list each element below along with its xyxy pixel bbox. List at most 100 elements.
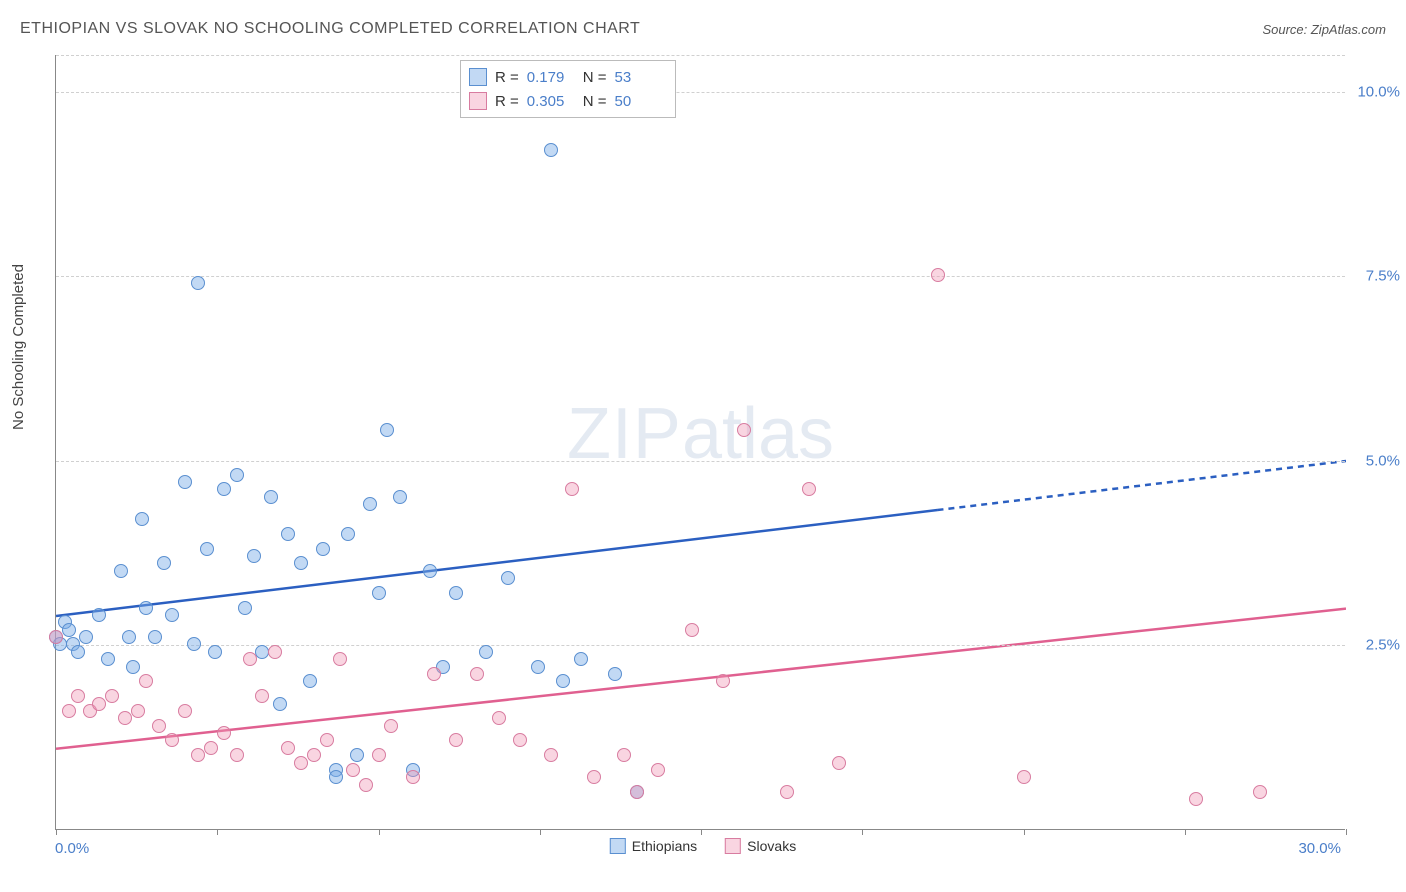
y-tick-label: 7.5%	[1350, 268, 1400, 285]
data-point-ethiopians	[303, 674, 317, 688]
x-axis-max-label: 30.0%	[1298, 840, 1341, 857]
data-point-slovaks	[243, 652, 257, 666]
data-point-slovaks	[617, 748, 631, 762]
x-tick	[862, 829, 863, 835]
data-point-slovaks	[685, 623, 699, 637]
plot-area: ZIPatlas 2.5%5.0%7.5%10.0%	[55, 55, 1345, 830]
gridline	[56, 55, 1345, 56]
x-tick	[379, 829, 380, 835]
x-tick	[56, 829, 57, 835]
swatch-ethiopians	[610, 838, 626, 854]
x-tick	[1024, 829, 1025, 835]
x-tick	[1346, 829, 1347, 835]
data-point-ethiopians	[191, 276, 205, 290]
data-point-slovaks	[105, 689, 119, 703]
y-tick-label: 5.0%	[1350, 452, 1400, 469]
data-point-slovaks	[587, 770, 601, 784]
data-point-ethiopians	[187, 637, 201, 651]
data-point-ethiopians	[114, 564, 128, 578]
data-point-ethiopians	[217, 482, 231, 496]
data-point-slovaks	[470, 667, 484, 681]
data-point-ethiopians	[208, 645, 222, 659]
data-point-slovaks	[427, 667, 441, 681]
stats-N-value: 50	[615, 93, 663, 110]
data-point-ethiopians	[200, 542, 214, 556]
data-point-ethiopians	[62, 623, 76, 637]
data-point-ethiopians	[255, 645, 269, 659]
data-point-slovaks	[281, 741, 295, 755]
data-point-ethiopians	[122, 630, 136, 644]
data-point-slovaks	[1253, 785, 1267, 799]
data-point-slovaks	[1017, 770, 1031, 784]
gridline	[56, 461, 1345, 462]
data-point-slovaks	[737, 423, 751, 437]
trend-line-ethiopians	[56, 510, 938, 616]
stats-R-label: R =	[495, 69, 519, 86]
data-point-ethiopians	[264, 490, 278, 504]
data-point-ethiopians	[92, 608, 106, 622]
legend-label-slovaks: Slovaks	[747, 838, 796, 854]
x-tick	[1185, 829, 1186, 835]
data-point-slovaks	[716, 674, 730, 688]
data-point-slovaks	[178, 704, 192, 718]
gridline	[56, 92, 1345, 93]
stats-row-ethiopians: R =0.179N =53	[461, 65, 675, 89]
source-attribution: Source: ZipAtlas.com	[1262, 22, 1386, 37]
data-point-ethiopians	[165, 608, 179, 622]
data-point-slovaks	[630, 785, 644, 799]
data-point-slovaks	[152, 719, 166, 733]
data-point-slovaks	[449, 733, 463, 747]
data-point-ethiopians	[238, 601, 252, 615]
data-point-slovaks	[931, 268, 945, 282]
data-point-slovaks	[204, 741, 218, 755]
data-point-slovaks	[118, 711, 132, 725]
data-point-slovaks	[384, 719, 398, 733]
gridline	[56, 645, 1345, 646]
data-point-ethiopians	[79, 630, 93, 644]
data-point-ethiopians	[148, 630, 162, 644]
data-point-slovaks	[92, 697, 106, 711]
x-tick	[701, 829, 702, 835]
data-point-slovaks	[307, 748, 321, 762]
stats-N-value: 53	[615, 69, 663, 86]
bottom-legend: Ethiopians Slovaks	[610, 838, 796, 854]
stats-N-label: N =	[583, 93, 607, 110]
data-point-ethiopians	[157, 556, 171, 570]
data-point-ethiopians	[126, 660, 140, 674]
data-point-slovaks	[191, 748, 205, 762]
y-axis-label: No Schooling Completed	[10, 264, 27, 430]
swatch-slovaks	[725, 838, 741, 854]
stats-row-slovaks: R =0.305N =50	[461, 89, 675, 113]
y-tick-label: 10.0%	[1350, 83, 1400, 100]
chart-container: ETHIOPIAN VS SLOVAK NO SCHOOLING COMPLET…	[0, 0, 1406, 892]
data-point-slovaks	[406, 770, 420, 784]
data-point-ethiopians	[316, 542, 330, 556]
data-point-ethiopians	[501, 571, 515, 585]
chart-title: ETHIOPIAN VS SLOVAK NO SCHOOLING COMPLET…	[20, 20, 640, 38]
x-axis-min-label: 0.0%	[55, 840, 89, 857]
data-point-ethiopians	[608, 667, 622, 681]
data-point-ethiopians	[363, 497, 377, 511]
data-point-ethiopians	[247, 549, 261, 563]
x-tick	[540, 829, 541, 835]
data-point-ethiopians	[71, 645, 85, 659]
trend-lines-layer	[56, 55, 1346, 830]
stats-legend-box: R =0.179N =53R =0.305N =50	[460, 60, 676, 118]
data-point-slovaks	[217, 726, 231, 740]
data-point-ethiopians	[135, 512, 149, 526]
data-point-ethiopians	[101, 652, 115, 666]
data-point-slovaks	[320, 733, 334, 747]
data-point-slovaks	[71, 689, 85, 703]
data-point-slovaks	[372, 748, 386, 762]
data-point-ethiopians	[139, 601, 153, 615]
data-point-slovaks	[359, 778, 373, 792]
source-prefix: Source:	[1262, 22, 1310, 37]
data-point-slovaks	[346, 763, 360, 777]
legend-label-ethiopians: Ethiopians	[632, 838, 697, 854]
data-point-ethiopians	[393, 490, 407, 504]
data-point-slovaks	[651, 763, 665, 777]
data-point-ethiopians	[449, 586, 463, 600]
source-name: ZipAtlas.com	[1311, 22, 1386, 37]
data-point-slovaks	[131, 704, 145, 718]
legend-item-slovaks: Slovaks	[725, 838, 796, 854]
